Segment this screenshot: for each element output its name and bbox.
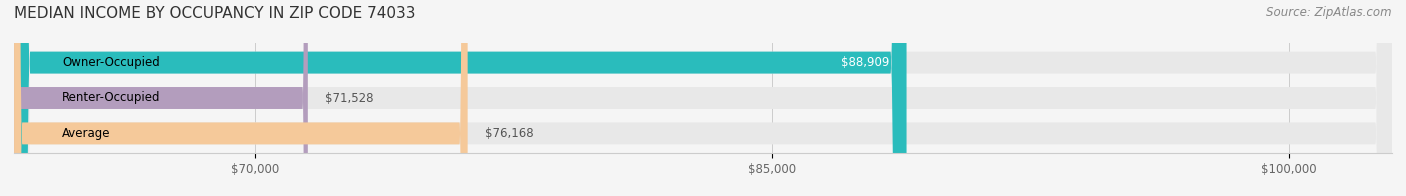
FancyBboxPatch shape (14, 0, 468, 196)
FancyBboxPatch shape (14, 0, 308, 196)
Text: Average: Average (62, 127, 111, 140)
Text: Renter-Occupied: Renter-Occupied (62, 92, 160, 104)
FancyBboxPatch shape (14, 0, 907, 196)
Text: $71,528: $71,528 (325, 92, 374, 104)
Text: MEDIAN INCOME BY OCCUPANCY IN ZIP CODE 74033: MEDIAN INCOME BY OCCUPANCY IN ZIP CODE 7… (14, 6, 416, 21)
Text: Source: ZipAtlas.com: Source: ZipAtlas.com (1267, 6, 1392, 19)
Text: $88,909: $88,909 (841, 56, 890, 69)
FancyBboxPatch shape (14, 0, 1392, 196)
FancyBboxPatch shape (14, 0, 1392, 196)
FancyBboxPatch shape (14, 0, 1392, 196)
Text: $76,168: $76,168 (485, 127, 533, 140)
Text: Owner-Occupied: Owner-Occupied (62, 56, 160, 69)
